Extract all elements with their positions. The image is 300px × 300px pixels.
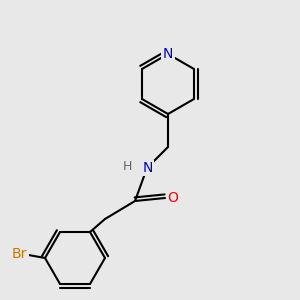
Text: H: H [123, 160, 132, 173]
Text: N: N [163, 47, 173, 61]
Text: O: O [167, 191, 178, 205]
Text: Br: Br [12, 247, 27, 260]
Text: N: N [142, 161, 153, 175]
